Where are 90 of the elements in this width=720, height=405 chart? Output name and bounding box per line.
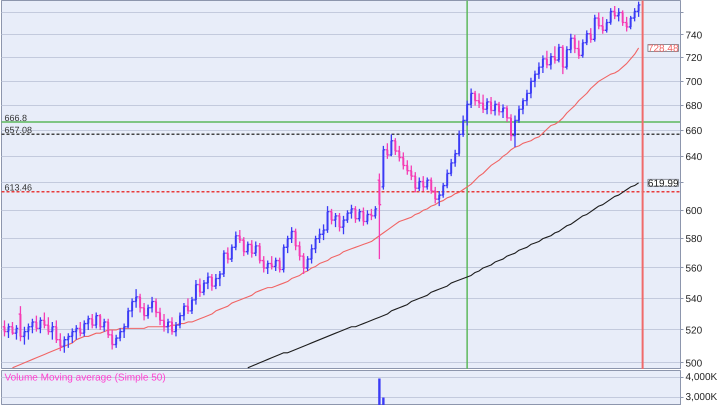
candlestick (376, 172, 382, 260)
candlestick (556, 43, 562, 64)
candlestick (186, 298, 190, 315)
candlestick (480, 94, 486, 114)
y-tick-label: 540 (686, 294, 703, 305)
candlestick (337, 212, 342, 232)
candlestick (213, 273, 218, 290)
candlestick (333, 212, 338, 228)
candlestick (10, 321, 15, 336)
candlestick (6, 322, 11, 339)
candlestick (420, 175, 426, 192)
candlestick (269, 255, 274, 270)
candlestick (364, 210, 370, 225)
candlestick (360, 206, 366, 226)
candlestick (78, 321, 83, 338)
candlestick (388, 134, 394, 157)
candlestick (416, 176, 422, 192)
candlestick (74, 324, 79, 340)
candlestick (357, 208, 362, 222)
ref-line-label: 666.8 (4, 112, 28, 123)
candlestick (62, 336, 67, 354)
candlestick (209, 273, 214, 292)
candlestick (94, 312, 99, 330)
candlestick (102, 318, 107, 332)
candlestick (384, 142, 390, 160)
candlestick (496, 101, 502, 116)
candlestick (329, 208, 334, 225)
y-tick-label: 720 (686, 53, 703, 64)
candlestick (500, 104, 506, 119)
candlestick (492, 100, 498, 116)
candlestick (368, 208, 374, 221)
candlestick (560, 44, 566, 75)
chart-title: Volume Moving average (Simple 50) (4, 372, 166, 384)
candlestick (197, 278, 202, 298)
y-tick-label: 660 (686, 126, 703, 138)
y-tick-label: 740 (686, 30, 703, 42)
candlestick (380, 145, 386, 190)
candlestick (170, 316, 174, 336)
y-tick-label: 680 (686, 101, 703, 112)
candlestick (34, 314, 39, 332)
y-tick-label: 640 (686, 152, 703, 163)
candlestick (273, 256, 278, 272)
candlestick (472, 90, 478, 106)
y-tick-label: 600 (686, 206, 703, 217)
ref-line-label: 657.08 (4, 125, 32, 136)
candlestick (70, 328, 75, 344)
y-tick-label: 520 (686, 325, 703, 336)
candlestick (596, 12, 602, 30)
candlestick (66, 332, 71, 349)
candlestick (349, 204, 354, 220)
candlestick (488, 96, 494, 115)
candlestick (22, 326, 27, 346)
candlestick (588, 27, 594, 44)
candlestick (46, 316, 51, 336)
candlestick (544, 50, 550, 69)
data-label: 619.99 (648, 178, 679, 190)
candlestick (245, 240, 250, 256)
candlestick (552, 46, 558, 64)
candlestick (612, 5, 618, 20)
candlestick (636, 0, 642, 18)
y-tick-label: 700 (686, 76, 703, 88)
candlestick (225, 246, 230, 264)
candlestick (50, 321, 55, 340)
candlestick (166, 318, 170, 334)
candlestick (616, 7, 622, 22)
candlestick (2, 320, 7, 338)
line-series (247, 182, 640, 368)
candlestick (484, 98, 490, 115)
candlestick (14, 324, 19, 340)
candlestick (353, 205, 358, 224)
y-tick-label: 580 (686, 234, 703, 246)
candlestick (265, 260, 270, 275)
y-tick-label: 500 (686, 358, 703, 370)
candlestick (98, 313, 103, 331)
y-tick-label: 4,000K (686, 372, 718, 383)
candlestick (424, 176, 430, 190)
candlestick (38, 316, 43, 334)
candlestick (249, 239, 254, 258)
candlestick (600, 16, 606, 34)
y-tick-label: 560 (686, 263, 703, 274)
candlestick (372, 205, 378, 220)
ref-line-label: 613.46 (4, 182, 32, 193)
candlestick (548, 52, 554, 70)
candlestick (476, 92, 482, 109)
y-tick-label: 3,000K (686, 392, 718, 403)
candlestick (18, 306, 23, 342)
candlestick (26, 322, 31, 340)
candlestick (82, 320, 87, 338)
candlestick (277, 256, 282, 274)
candlestick (90, 313, 95, 330)
